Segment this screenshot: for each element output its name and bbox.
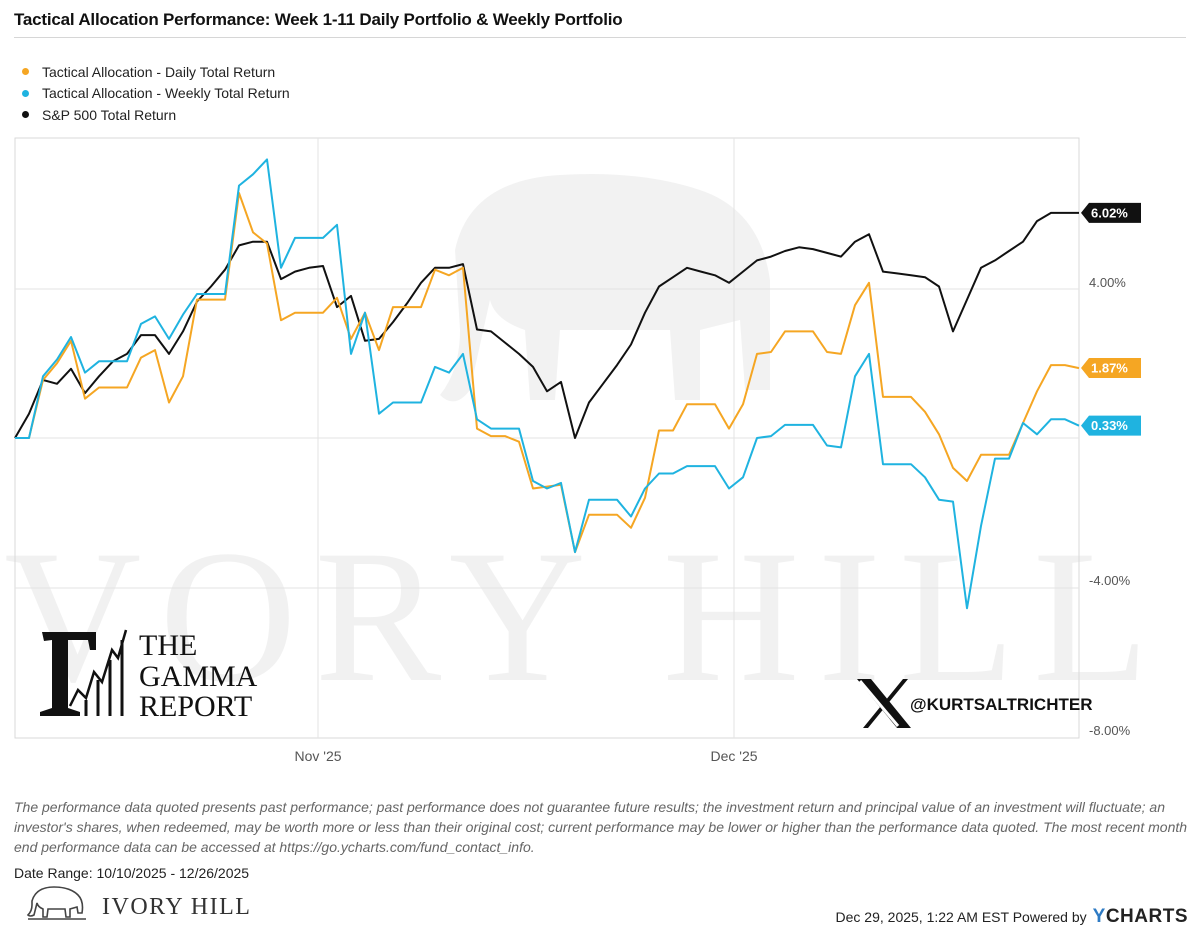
legend-label-sp500: S&P 500 Total Return (42, 106, 177, 123)
gamma-logo-line2: GAMMA (139, 660, 258, 693)
ivory-hill-logo: IVORY HILL (26, 886, 251, 920)
legend: Tactical Allocation - Daily Total Return… (22, 61, 290, 126)
gamma-report-logo: THE GAMMA REPORT (40, 629, 258, 723)
legend-dot-weekly (22, 89, 29, 97)
x-tick-dec: Dec '25 (710, 748, 757, 764)
ycharts-logo[interactable]: YCHARTS (1093, 906, 1188, 928)
legend-dot-daily (22, 68, 29, 76)
elephant-watermark-icon (440, 174, 770, 402)
legend-item-sp500[interactable]: S&P 500 Total Return (22, 104, 290, 126)
legend-item-weekly[interactable]: Tactical Allocation - Weekly Total Retur… (22, 83, 290, 105)
gamma-report-icon (40, 632, 96, 716)
footer-brand-text: IVORY HILL (102, 894, 251, 920)
date-range: Date Range: 10/10/2025 - 12/26/2025 (14, 865, 250, 881)
x-handle-text: @KURTSALTRICHTER (910, 695, 1092, 714)
gamma-trend-icon (68, 629, 128, 707)
series-line-sp500 (14, 211, 1079, 439)
end-tag-daily: 1.87% (1081, 358, 1141, 379)
ycharts-y: Y (1092, 906, 1106, 927)
ivory-hill-watermark: IVORY HILL (0, 174, 1149, 722)
series-line-daily (15, 192, 1080, 554)
x-handle[interactable]: @KURTSALTRICHTER (857, 679, 1092, 728)
line-chart: IVORY HILL 4.00% -4.00% -8.00% Nov '25 D… (0, 137, 1149, 764)
x-tick-nov: Nov '25 (294, 748, 341, 764)
powered-by: Dec 29, 2025, 1:22 AM EST Powered by YCH… (836, 906, 1188, 928)
series-line-weekly (15, 158, 1080, 610)
y-tick-4: 4.00% (1089, 275, 1126, 290)
title-divider (14, 37, 1186, 38)
chart-title: Tactical Allocation Performance: Week 1-… (14, 10, 623, 29)
elephant-icon (26, 886, 84, 918)
disclaimer: The performance data quoted presents pas… (14, 799, 1188, 855)
end-tag-daily-shape (1081, 358, 1141, 379)
legend-label-weekly: Tactical Allocation - Weekly Total Retur… (42, 85, 290, 102)
end-tag-sp500-label: 6.02% (1091, 205, 1128, 220)
end-tag-sp500: 6.02% (1081, 202, 1141, 223)
end-tag-weekly-label: 0.33% (1091, 418, 1128, 433)
y-tick-neg4: -4.00% (1089, 573, 1131, 588)
y-tick-neg8: -8.00% (1089, 723, 1131, 738)
timestamp: Dec 29, 2025, 1:22 AM EST Powered by (835, 909, 1087, 925)
end-tag-sp500-shape (1081, 202, 1141, 223)
legend-label-daily: Tactical Allocation - Daily Total Return (42, 63, 276, 80)
gamma-logo-line1: THE (139, 629, 197, 662)
end-tag-daily-label: 1.87% (1091, 361, 1128, 376)
legend-dot-sp500 (22, 111, 29, 119)
ycharts-text: CHARTS (1105, 906, 1188, 927)
x-logo-icon-stroke (858, 680, 900, 727)
legend-item-daily[interactable]: Tactical Allocation - Daily Total Return (22, 61, 290, 83)
end-tag-weekly: 0.33% (1081, 415, 1141, 436)
gamma-logo-line3: REPORT (139, 690, 252, 723)
end-tag-weekly-shape (1081, 415, 1141, 436)
